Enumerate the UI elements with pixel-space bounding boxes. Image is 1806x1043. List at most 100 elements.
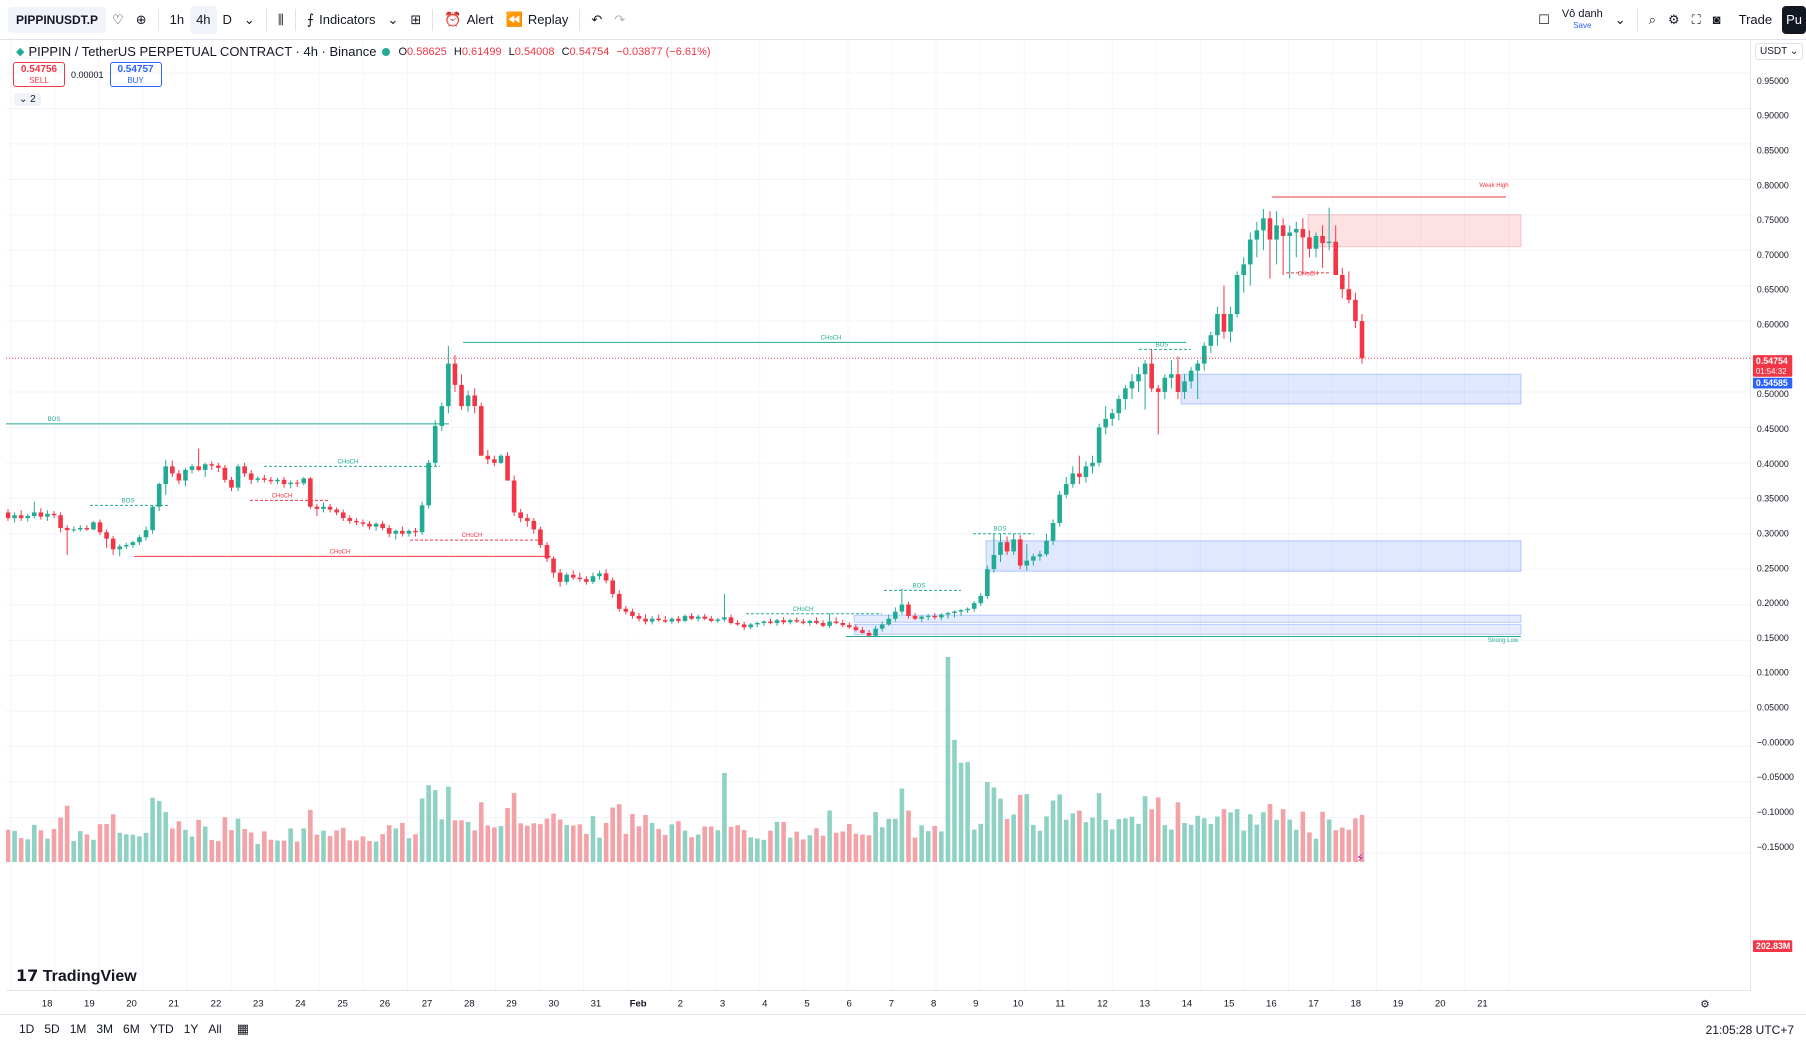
- volume-bar[interactable]: [492, 827, 497, 862]
- candle-body[interactable]: [958, 610, 964, 612]
- volume-bar[interactable]: [1346, 829, 1352, 862]
- candle-body[interactable]: [347, 518, 353, 521]
- candle-body[interactable]: [137, 537, 142, 543]
- volume-bar[interactable]: [439, 819, 445, 862]
- volume-bar[interactable]: [919, 825, 924, 862]
- candle-body[interactable]: [117, 546, 123, 550]
- volume-bar[interactable]: [1287, 819, 1292, 862]
- layout-name-button[interactable]: Vô danh Save: [1556, 4, 1609, 36]
- fullscreen-icon[interactable]: ⛶: [1691, 11, 1701, 27]
- candle-body[interactable]: [781, 620, 786, 623]
- volume-bar[interactable]: [1090, 817, 1095, 862]
- volume-bar[interactable]: [787, 837, 793, 862]
- candle-body[interactable]: [281, 479, 287, 485]
- candle-body[interactable]: [6, 512, 11, 519]
- publish-button[interactable]: Pu: [1782, 5, 1806, 34]
- volume-bar[interactable]: [288, 828, 293, 862]
- demand-zone[interactable]: [985, 540, 1522, 572]
- candle-body[interactable]: [498, 455, 504, 463]
- candle-body[interactable]: [97, 522, 103, 533]
- candle-body[interactable]: [380, 523, 385, 529]
- candle-body[interactable]: [459, 384, 464, 407]
- candle-body[interactable]: [452, 363, 458, 385]
- candle-body[interactable]: [426, 462, 431, 506]
- candle-body[interactable]: [1201, 345, 1207, 364]
- volume-bar[interactable]: [1339, 827, 1345, 862]
- volume-bar[interactable]: [426, 785, 431, 862]
- candle-body[interactable]: [1254, 230, 1260, 240]
- candle-body[interactable]: [610, 580, 615, 594]
- candle-body[interactable]: [505, 455, 510, 481]
- candle-body[interactable]: [847, 625, 852, 628]
- secondary-price-badge[interactable]: [1752, 377, 1793, 389]
- candle-body[interactable]: [189, 466, 195, 470]
- volume-bar[interactable]: [682, 830, 688, 862]
- volume-bar[interactable]: [616, 804, 622, 862]
- volume-bar[interactable]: [268, 839, 274, 862]
- volume-bar[interactable]: [406, 838, 412, 862]
- volume-bar[interactable]: [163, 812, 169, 862]
- candle-body[interactable]: [1339, 274, 1345, 290]
- volume-bar[interactable]: [912, 837, 918, 862]
- volume-bar[interactable]: [1228, 812, 1233, 862]
- redo-icon[interactable]: ↷: [614, 11, 626, 27]
- candle-body[interactable]: [741, 624, 747, 628]
- candle-body[interactable]: [1346, 289, 1352, 300]
- volume-bar[interactable]: [347, 840, 353, 862]
- candle-body[interactable]: [1155, 388, 1161, 392]
- heart-icon[interactable]: ♡: [112, 11, 124, 27]
- candle-body[interactable]: [321, 506, 326, 509]
- volume-bar[interactable]: [1241, 830, 1246, 862]
- volume-bar[interactable]: [610, 807, 615, 862]
- candle-body[interactable]: [38, 512, 44, 517]
- candle-body[interactable]: [531, 520, 537, 530]
- candle-body[interactable]: [1247, 239, 1253, 265]
- candle-body[interactable]: [1261, 218, 1266, 231]
- volume-bar[interactable]: [524, 825, 530, 862]
- candle-body[interactable]: [360, 522, 366, 524]
- candle-body[interactable]: [952, 611, 957, 614]
- candle-body[interactable]: [1182, 381, 1187, 392]
- volume-bar[interactable]: [78, 831, 83, 862]
- candle-body[interactable]: [1109, 413, 1115, 419]
- volume-bar[interactable]: [1083, 822, 1089, 862]
- candle-body[interactable]: [1333, 241, 1339, 275]
- candle-body[interactable]: [71, 529, 77, 531]
- candle-body[interactable]: [1136, 374, 1141, 382]
- candle-body[interactable]: [623, 608, 629, 612]
- candle-body[interactable]: [820, 622, 826, 626]
- volume-bar[interactable]: [873, 811, 878, 862]
- candle-body[interactable]: [1031, 556, 1036, 561]
- volume-bar[interactable]: [45, 838, 50, 862]
- volume-bar[interactable]: [820, 835, 826, 862]
- volume-bar[interactable]: [643, 814, 648, 862]
- candle-body[interactable]: [432, 425, 438, 463]
- candle-body[interactable]: [774, 620, 780, 623]
- volume-bar[interactable]: [380, 834, 385, 862]
- volume-bar[interactable]: [577, 824, 583, 862]
- volume-bar[interactable]: [465, 821, 471, 862]
- volume-bar[interactable]: [432, 790, 438, 862]
- volume-bar[interactable]: [229, 830, 234, 862]
- volume-bar[interactable]: [932, 826, 938, 862]
- volume-bar[interactable]: [419, 798, 425, 862]
- candle-body[interactable]: [682, 615, 688, 621]
- demand-zone[interactable]: [853, 614, 1522, 623]
- volume-bar[interactable]: [1155, 797, 1161, 862]
- chevron-down-icon[interactable]: ⌄: [243, 11, 255, 27]
- volume-bar[interactable]: [735, 825, 740, 862]
- volume-bar[interactable]: [1188, 824, 1194, 862]
- volume-bar[interactable]: [833, 832, 839, 862]
- volume-bar[interactable]: [925, 831, 931, 862]
- candle-body[interactable]: [570, 574, 576, 578]
- candle-body[interactable]: [1313, 236, 1319, 249]
- volume-bar[interactable]: [985, 782, 990, 862]
- volume-bar[interactable]: [91, 839, 96, 862]
- candle-body[interactable]: [242, 466, 247, 474]
- candle-body[interactable]: [1070, 473, 1076, 485]
- volume-bar[interactable]: [485, 825, 491, 862]
- candle-body[interactable]: [656, 618, 662, 621]
- volume-bar[interactable]: [722, 772, 727, 862]
- volume-bar[interactable]: [1313, 838, 1319, 862]
- candle-body[interactable]: [18, 515, 24, 519]
